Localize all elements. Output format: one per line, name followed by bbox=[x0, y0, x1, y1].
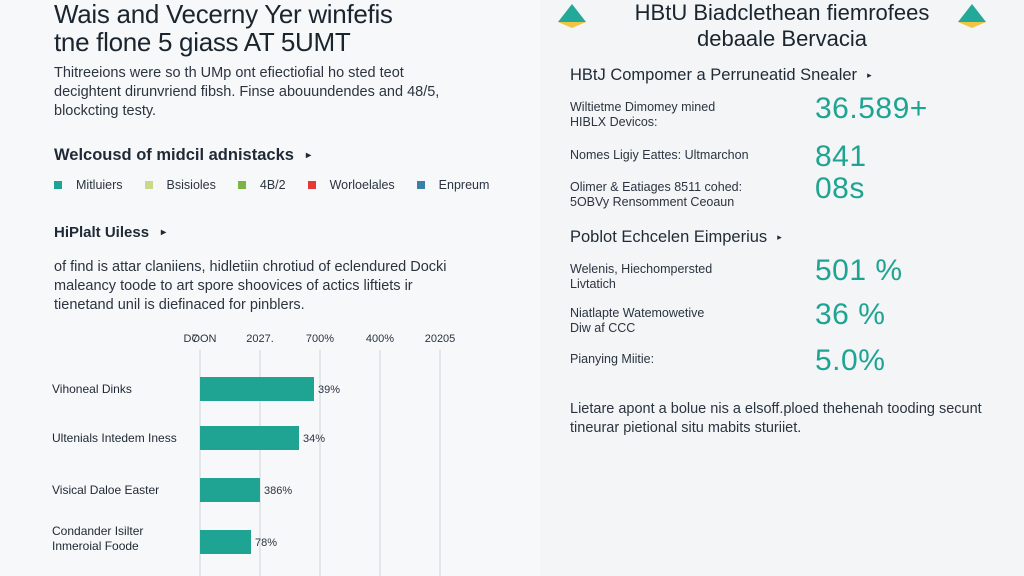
right-title-line-1: HBtU Biadclethean fiemrofees bbox=[634, 0, 930, 25]
body-paragraph: of find is attar claniiens, hidletiin ch… bbox=[54, 259, 447, 313]
x-tick-label: 2027. bbox=[246, 333, 274, 345]
metric-label: Olimer & Eatiages 8511 cohed: 5OBVy Renso… bbox=[570, 180, 770, 210]
metric-label-line-2: Diw af CCC bbox=[570, 321, 636, 335]
metrics-heading-2-text: Poblot Echcelen Eimperius bbox=[570, 228, 768, 246]
legend-label: Enpreum bbox=[438, 178, 490, 192]
legend-item: Enpreum bbox=[416, 178, 490, 192]
page-title: Wais and Vecerny Yer winfefis tne flone … bbox=[54, 0, 393, 56]
arrow-right-icon: ▸ bbox=[867, 70, 872, 80]
section-heading-text: Welcousd of midcil adnistacks bbox=[54, 146, 294, 164]
metric-value: 08s bbox=[815, 172, 865, 205]
metric-value: 5.0% bbox=[815, 344, 886, 377]
intro-paragraph: Thitreeions were so th UMp ont efiectiof… bbox=[54, 65, 440, 119]
legend-swatch bbox=[144, 181, 153, 189]
metric-label: Nomes Ligiy Eattes: Ultmarchon bbox=[570, 148, 770, 163]
legend-swatch bbox=[54, 181, 62, 189]
subheading: HiPlalt Uiless ▸ bbox=[54, 224, 166, 241]
category-label: Ultenials Intedem Iness bbox=[52, 431, 177, 445]
metric-label-line-2: 5OBVy Rensomment Ceoaun bbox=[570, 195, 735, 209]
metric-label-line-1: Niatlapte Watemowetive bbox=[570, 306, 705, 320]
metric-label-line-1: Pianying Miitie: bbox=[570, 352, 655, 366]
metrics-heading-1: HBtJ Compomer a Perruneatid Snealer ▸ bbox=[570, 66, 872, 85]
metric-value: 501 % bbox=[815, 254, 903, 287]
arrow-right-icon: ▸ bbox=[161, 227, 167, 238]
metric-label-line-1: Olimer & Eatiages 8511 cohed: bbox=[570, 180, 743, 194]
triangle-icon bbox=[958, 4, 986, 28]
legend-item: Bsisioles bbox=[144, 178, 216, 192]
title-line-2: tne flone 5 giass AT 5UMT bbox=[54, 27, 351, 57]
right-title-line-2: debaale Bervacia bbox=[696, 26, 867, 51]
chart-legend: Mitluiers Bsisioles 4B/2 Worloelales Enpreum bbox=[54, 178, 511, 192]
metric-value: 36 % bbox=[815, 298, 886, 331]
metric-value: 36.589+ bbox=[815, 92, 928, 125]
triangle-icon bbox=[558, 4, 586, 28]
legend-label: Mitluiers bbox=[76, 178, 123, 192]
category-label: Vihoneal Dinks bbox=[52, 382, 132, 396]
section-heading: Welcousd of midcil adnistacks ▸ bbox=[54, 146, 311, 165]
metric-label-line-1: Welenis, Hiechompersted bbox=[570, 262, 713, 276]
metric-label-line-1: Wiltietme Dimomey mined bbox=[570, 100, 716, 114]
legend-label: Worloelales bbox=[329, 178, 395, 192]
metric-label: Wiltietme Dimomey mined HIBLX Devicos: bbox=[570, 100, 770, 130]
bar bbox=[200, 426, 299, 450]
legend-swatch bbox=[416, 181, 425, 189]
legend-item: Mitluiers bbox=[54, 178, 123, 192]
x-tick-label: DOON bbox=[184, 333, 217, 345]
metric-label: Pianying Miitie: bbox=[570, 352, 770, 367]
metric-value: 841 bbox=[815, 140, 867, 173]
arrow-right-icon: ▸ bbox=[305, 150, 311, 161]
footer-paragraph: Lietare apont a bolue nis a elsoff.ploed… bbox=[570, 401, 982, 436]
arrow-right-icon: ▸ bbox=[777, 232, 782, 242]
title-line-1: Wais and Vecerny Yer winfefis bbox=[54, 0, 393, 29]
category-label: Condander Isilter Inmeroial Foode bbox=[52, 524, 143, 553]
bar bbox=[200, 377, 314, 401]
category-label: Visical Daloe Easter bbox=[52, 483, 159, 497]
legend-label: 4B/2 bbox=[259, 178, 286, 192]
right-title: HBtU Biadclethean fiemrofees debaale Ber… bbox=[540, 0, 1024, 52]
legend-label: Bsisioles bbox=[166, 178, 216, 192]
x-tick-label: 400% bbox=[366, 333, 394, 345]
metric-label-line-2: Livtatich bbox=[570, 277, 616, 291]
left-panel: Wais and Vecerny Yer winfefis tne flone … bbox=[52, 0, 511, 576]
legend-swatch bbox=[237, 181, 246, 189]
legend-item: 4B/2 bbox=[237, 178, 286, 192]
bar-chart: DOON 2027. 700% 400% 20205 7 Vihoneal Dinks 39%… bbox=[52, 333, 456, 576]
x-tick-label: 20205 bbox=[425, 333, 456, 345]
bar bbox=[200, 478, 260, 502]
right-panel: HBtU Biadclethean fiemrofees debaale Ber… bbox=[540, 0, 1024, 576]
data-label: 386% bbox=[264, 485, 292, 497]
x-tick-label: 700% bbox=[306, 333, 334, 345]
metric-label-line-2: HIBLX Devicos: bbox=[570, 115, 658, 129]
bar bbox=[200, 530, 251, 554]
metrics-heading-2: Poblot Echcelen Eimperius ▸ bbox=[570, 228, 782, 247]
legend-item: Worloelales bbox=[307, 178, 395, 192]
data-label: 78% bbox=[255, 537, 277, 549]
subheading-text: HiPlalt Uiless bbox=[54, 224, 150, 241]
data-label: 39% bbox=[318, 384, 340, 396]
data-label: 34% bbox=[303, 433, 325, 445]
legend-swatch bbox=[307, 181, 316, 189]
metrics-heading-1-text: HBtJ Compomer a Perruneatid Snealer bbox=[570, 66, 858, 84]
metric-label-line-1: Nomes Ligiy Eattes: Ultmarchon bbox=[570, 148, 749, 162]
tick-marker: 7 bbox=[192, 333, 198, 345]
metric-label: Welenis, Hiechompersted Livtatich bbox=[570, 262, 770, 292]
metric-label: Niatlapte Watemowetive Diw af CCC bbox=[570, 306, 770, 336]
